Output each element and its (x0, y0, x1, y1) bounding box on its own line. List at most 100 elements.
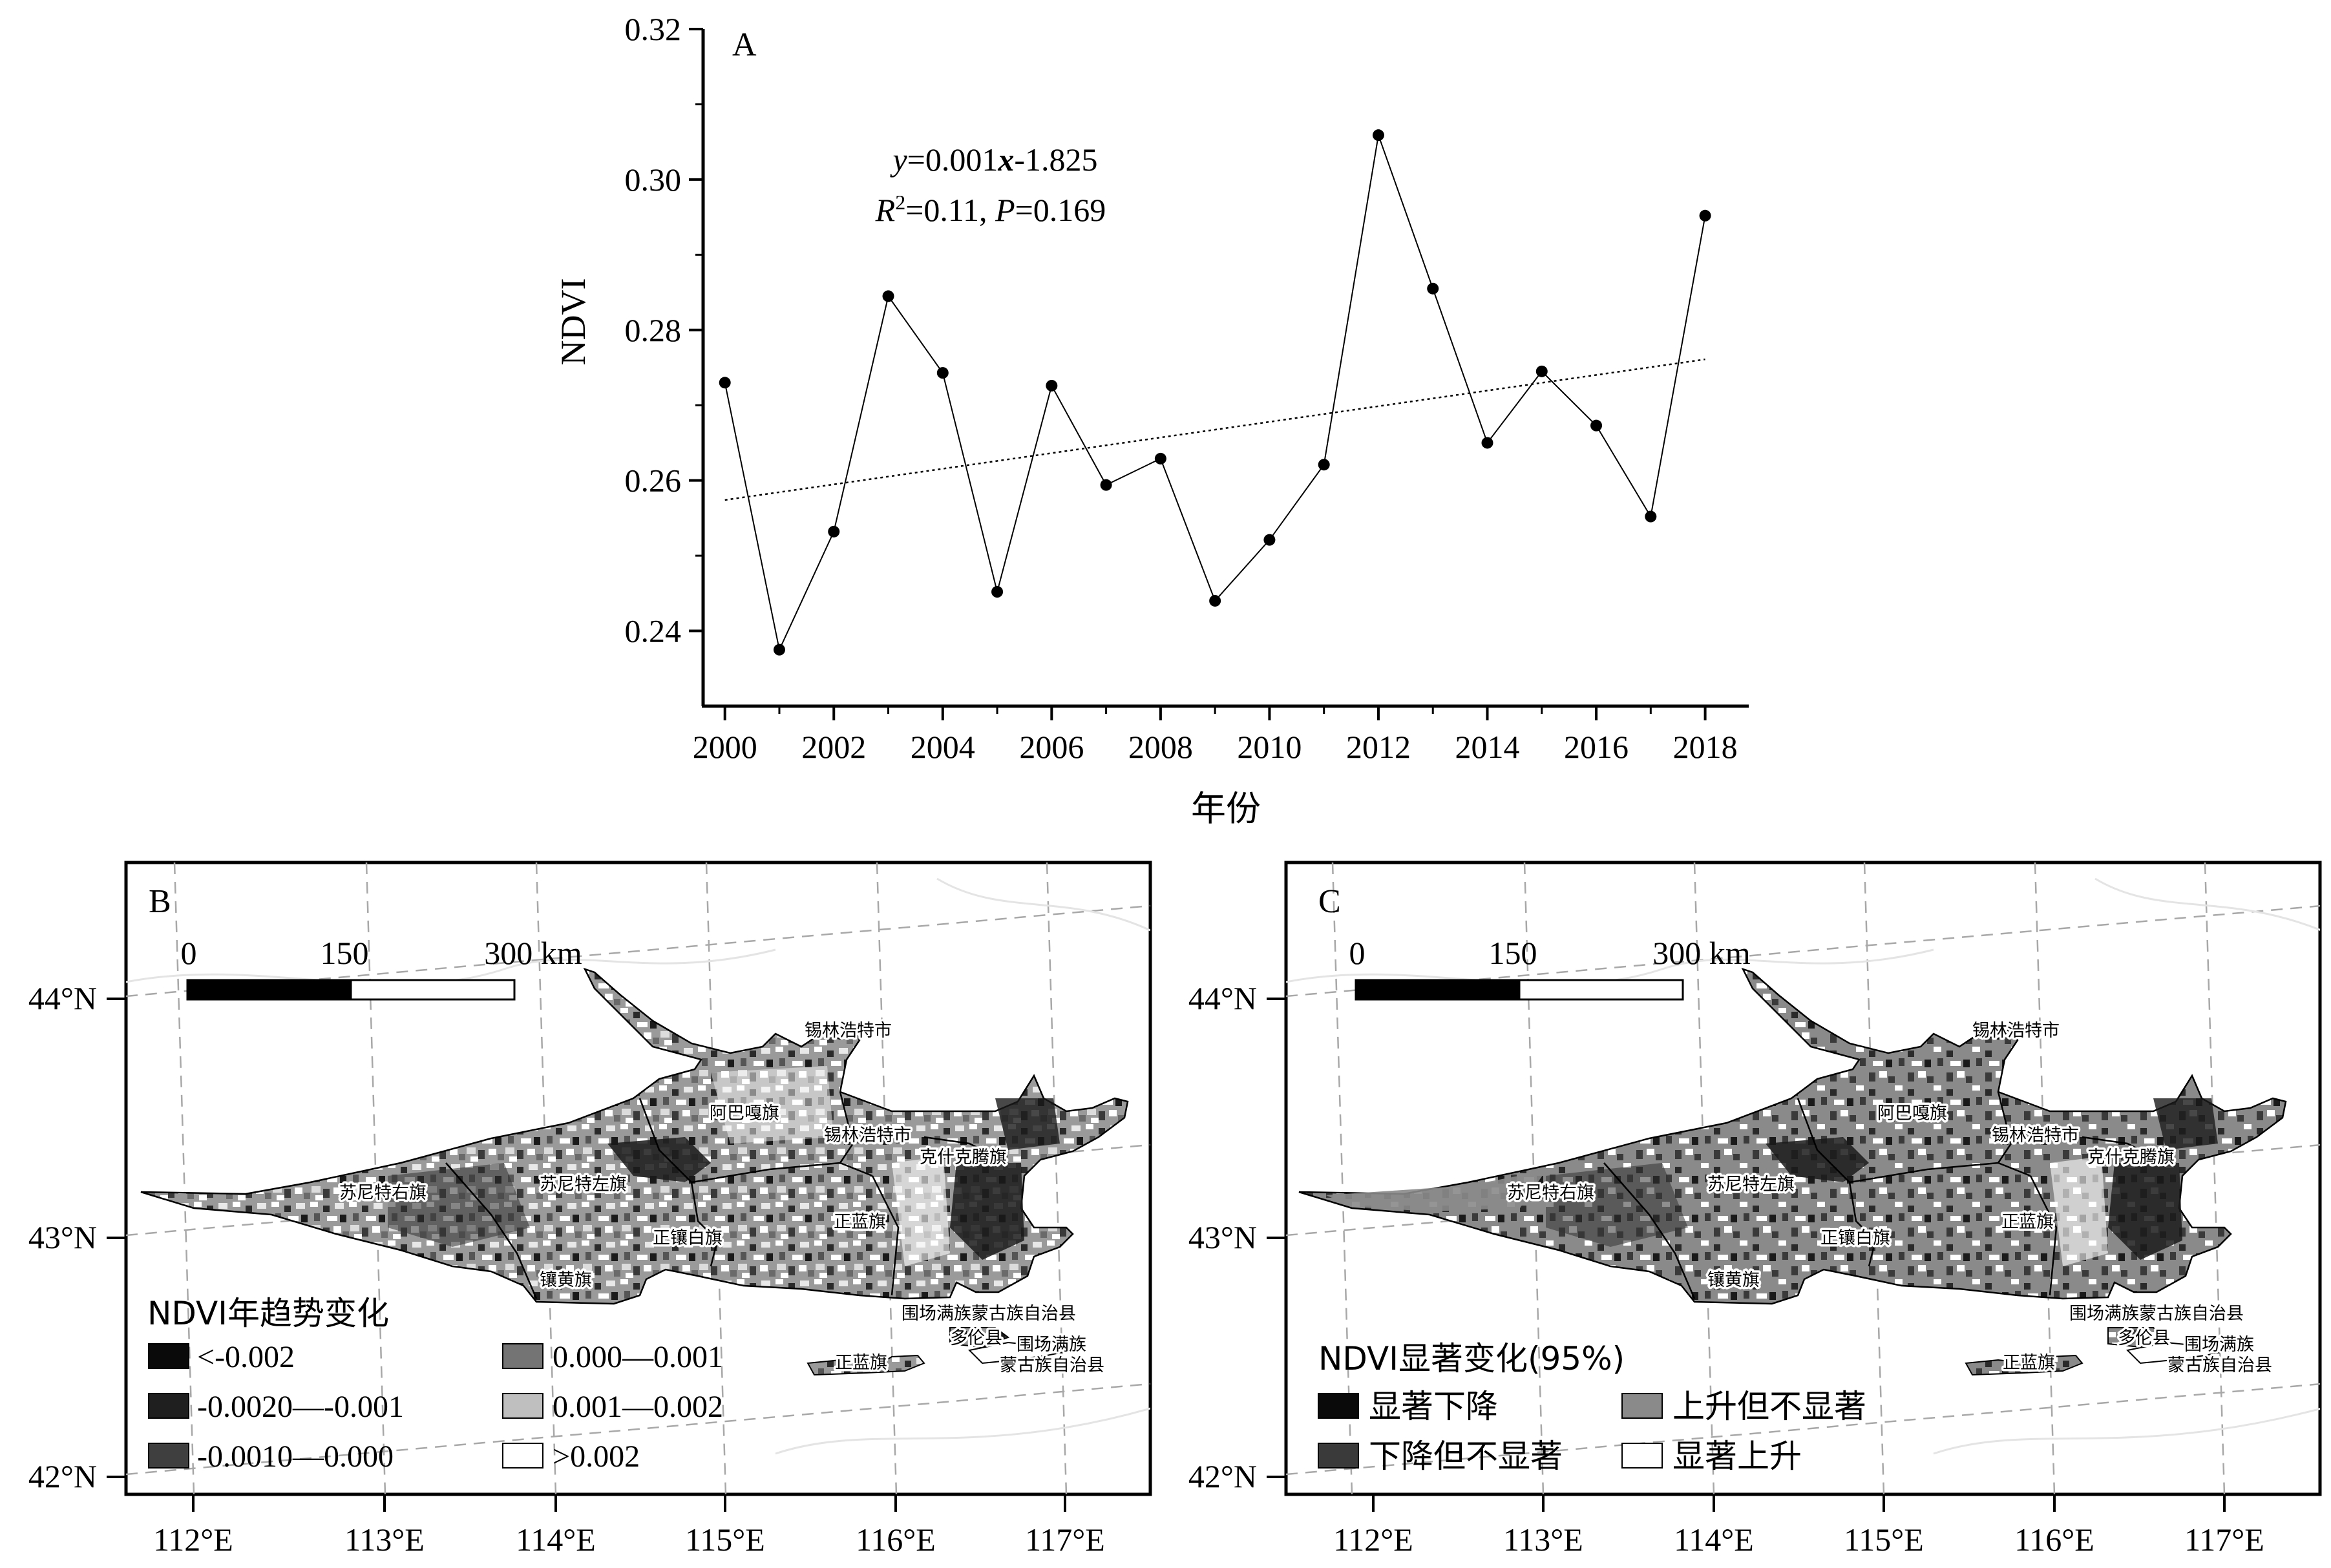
x-tick-label: 2004 (911, 729, 975, 765)
lon-label: 112°E (1333, 1521, 1413, 1558)
light-patch-b2 (711, 1066, 834, 1144)
place-label: 锡林浩特市 (1972, 1021, 2060, 1041)
legend-b: NDVI年趋势变化 <-0.002 -0.0020—-0.001 -0.0010… (147, 1295, 723, 1474)
legend-swatch (1318, 1443, 1359, 1469)
x-tick-label: 2012 (1346, 729, 1411, 765)
south-enclave-b3 (967, 1339, 1074, 1364)
dark-patch-c2 (2108, 1163, 2182, 1260)
place-label: 正蓝旗 (834, 1212, 886, 1232)
x-axis-title: 年份 (1191, 789, 1261, 828)
legend-swatch (148, 1393, 189, 1419)
trend-line (724, 358, 1705, 501)
y-tick-label: 0.30 (625, 162, 682, 198)
lon-label: 113°E (1503, 1521, 1583, 1558)
place-label: 围场满族蒙古族自治县 (902, 1304, 1076, 1324)
legend-swatch (148, 1443, 189, 1469)
data-point (1699, 209, 1711, 222)
south-enclave-c1 (2107, 1327, 2168, 1348)
region-silhouette-c (1298, 967, 2287, 1305)
legend-swatch (502, 1393, 543, 1419)
data-point (1154, 452, 1166, 465)
map-c-lon-labels: 112°E 113°E 114°E 115°E 116°E 117°E (1333, 1494, 2264, 1558)
place-label: 蒙古族自治县 (2168, 1355, 2272, 1375)
legend-label: 0.000—0.001 (553, 1340, 723, 1374)
dark-patch-b2 (950, 1163, 1024, 1260)
place-label: 多伦县 (950, 1328, 1002, 1348)
ndvi-series-line (724, 134, 1706, 652)
lat-label: 42°N (28, 1458, 97, 1494)
panel-letter-c: C (1318, 883, 1341, 920)
data-point (1318, 459, 1330, 471)
panel-a-line-chart: 0.240.260.280.300.32 2000 2002 2004 2006 200… (554, 11, 1749, 828)
legend-title: NDVI年趋势变化 (147, 1295, 389, 1332)
place-label: 镶黄旗 (540, 1270, 592, 1290)
data-point (1535, 365, 1548, 377)
ndvi-data-points (719, 129, 1711, 656)
data-point (1263, 534, 1276, 546)
lat-label: 44°N (1188, 980, 1257, 1016)
x-tick-label: 2006 (1019, 729, 1084, 765)
map-b-lat-labels: 44°N 43°N 42°N (28, 980, 126, 1494)
place-label: 围场满族 (2184, 1335, 2254, 1355)
lon-label: 115°E (685, 1521, 765, 1558)
scale-label-0: 0 (1349, 935, 1366, 971)
map-c-lat-labels: 44°N 43°N 42°N (1188, 980, 1286, 1494)
lat-label: 42°N (1188, 1458, 1257, 1494)
place-label: 苏尼特右旗 (339, 1183, 427, 1203)
light-patch-b1 (892, 1156, 950, 1266)
place-label: 克什克腾旗 (2087, 1147, 2175, 1167)
x-tick-label: 2014 (1455, 729, 1520, 765)
dark-patch-b1 (607, 1137, 711, 1182)
data-point (828, 525, 840, 538)
legend-label: >0.002 (553, 1439, 640, 1474)
x-ticks: 2000 2002 2004 2006 2008 2010 2012 2014 2016 2018 (693, 706, 1738, 765)
data-point (1046, 379, 1058, 392)
x-tick-label: 2018 (1673, 729, 1738, 765)
scale-label-150: 150 (1489, 935, 1537, 971)
x-tick-label: 2010 (1237, 729, 1302, 765)
region-silhouette-b (140, 967, 1129, 1305)
scale-label-300: 300 km (484, 935, 582, 971)
legend-label: 显著下降 (1369, 1388, 1498, 1425)
x-tick-label: 2016 (1564, 729, 1629, 765)
place-label: 克什克腾旗 (920, 1147, 1007, 1167)
light-patch-c1 (2050, 1156, 2108, 1266)
place-label: 阿巴嘎旗 (1877, 1103, 1947, 1124)
scale-bar-c: 0 150 300 km (1349, 935, 1751, 1001)
lon-label: 114°E (516, 1521, 596, 1558)
place-label: 围场满族蒙古族自治县 (2069, 1304, 2244, 1324)
y-tick-label: 0.24 (625, 613, 682, 649)
x-tick-label: 2008 (1128, 729, 1193, 765)
county-boundaries-b (445, 1091, 1009, 1299)
place-label: 多伦县 (2118, 1328, 2170, 1348)
scale-label-150: 150 (321, 935, 369, 971)
place-label: 镶黄旗 (1707, 1270, 1760, 1290)
lon-label: 116°E (856, 1521, 936, 1558)
place-label: 阿巴嘎旗 (710, 1103, 779, 1124)
dark-patch-b3 (995, 1098, 1060, 1150)
legend-swatch (502, 1343, 543, 1369)
legend-label: 0.001—0.002 (553, 1390, 723, 1424)
place-label: 正蓝旗 (835, 1353, 887, 1373)
gray-patch-c1 (1326, 1171, 1546, 1211)
legend-swatch (1621, 1393, 1663, 1419)
place-label: 锡林浩特市 (805, 1021, 892, 1041)
data-point (882, 290, 894, 302)
dark-patch-c1 (1766, 1137, 1869, 1182)
data-point (1645, 510, 1657, 523)
lat-label: 43°N (1188, 1219, 1257, 1255)
place-label: 正镶白旗 (1820, 1228, 1890, 1248)
regression-stats: R2=0.11, P=0.169 (875, 191, 1106, 228)
county-boundaries-c (1603, 1091, 2167, 1299)
legend-label: 上升但不显著 (1672, 1388, 1866, 1425)
lon-label: 117°E (1025, 1521, 1105, 1558)
legend-title: NDVI显著变化(95%) (1318, 1340, 1625, 1377)
regression-equation: y=0.001x-1.825 (889, 141, 1097, 178)
y-tick-label: 0.28 (625, 312, 682, 348)
scale-label-0: 0 (181, 935, 197, 971)
legend-label: -0.0020—-0.001 (197, 1390, 404, 1424)
legend-swatch (148, 1343, 189, 1369)
data-point (773, 643, 785, 656)
place-label: 正蓝旗 (2003, 1353, 2055, 1373)
